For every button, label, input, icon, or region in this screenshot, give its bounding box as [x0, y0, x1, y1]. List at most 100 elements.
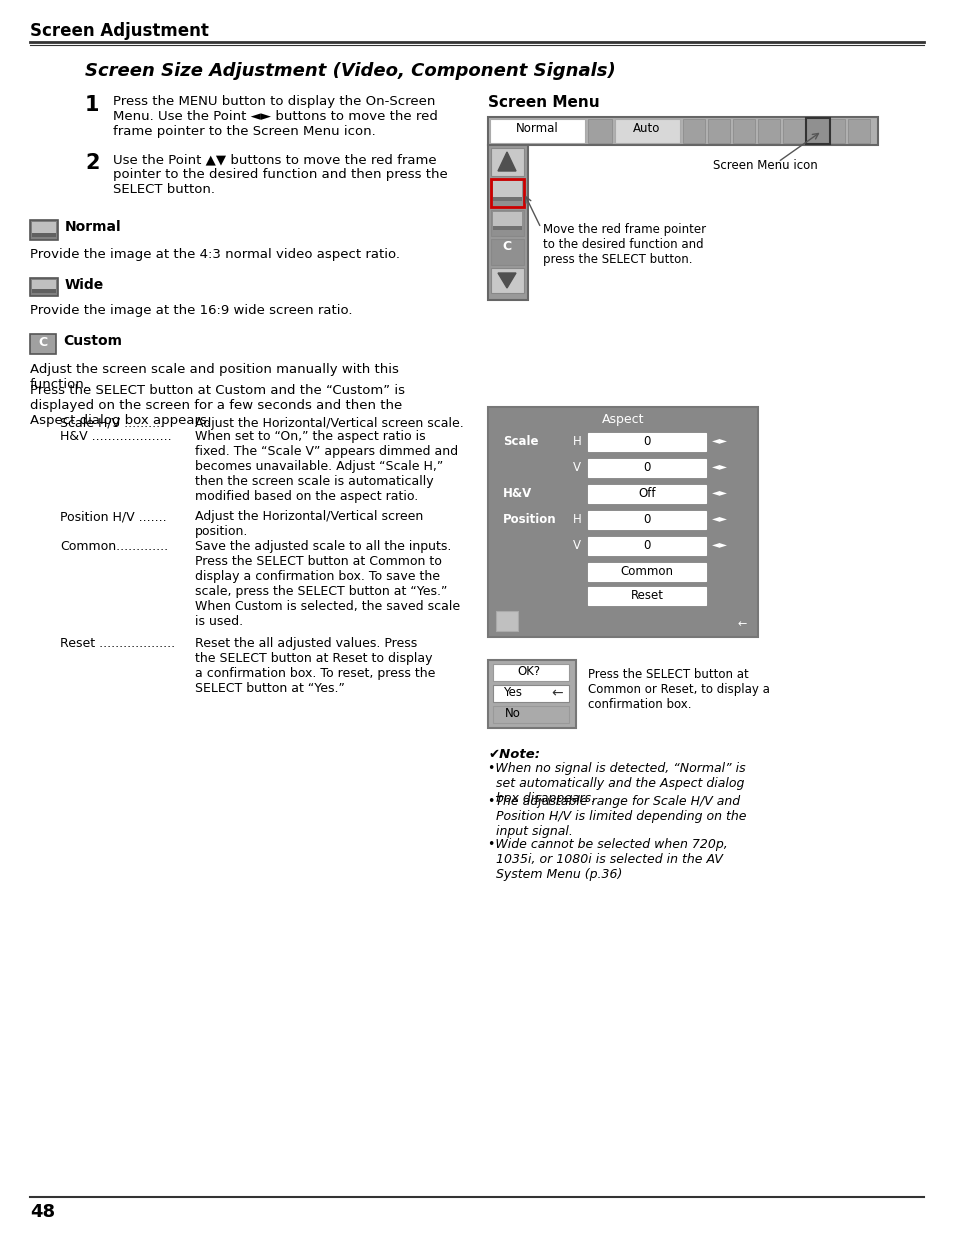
Text: Adjust the screen scale and position manually with this
function.: Adjust the screen scale and position man… [30, 363, 398, 391]
Bar [490, 119, 584, 143]
Bar [488, 408, 758, 637]
Text: ◄►: ◄► [711, 435, 727, 445]
Bar [782, 119, 804, 143]
Text: Off: Off [638, 487, 655, 500]
Bar [32, 289, 56, 293]
Text: 0: 0 [642, 435, 650, 448]
Bar [488, 659, 576, 727]
Text: Provide the image at the 4:3 normal video aspect ratio.: Provide the image at the 4:3 normal vide… [30, 248, 399, 261]
Text: H&V ....................: H&V .................... [60, 430, 172, 443]
Text: Normal: Normal [65, 220, 121, 233]
Text: C: C [38, 336, 48, 350]
Bar [758, 119, 780, 143]
Text: 48: 48 [30, 1203, 55, 1221]
Text: Adjust the Horizontal/Vertical screen scale.: Adjust the Horizontal/Vertical screen sc… [194, 417, 463, 430]
Bar [587, 433, 705, 451]
Text: •Wide cannot be selected when 720p,
  1035i, or 1080i is selected in the AV
  Sy: •Wide cannot be selected when 720p, 1035… [488, 839, 727, 881]
Text: Press the SELECT button at
Common or Reset, to display a
confirmation box.: Press the SELECT button at Common or Res… [587, 668, 769, 711]
Text: Reset: Reset [630, 589, 662, 601]
Text: Position H/V .......: Position H/V ....... [60, 510, 167, 522]
Text: ◄►: ◄► [711, 538, 727, 550]
Bar [493, 226, 521, 230]
Text: 1: 1 [85, 95, 99, 115]
Text: 2: 2 [85, 153, 99, 173]
Bar [587, 563, 705, 580]
Bar [805, 119, 829, 144]
Text: Use the Point ▲▼ buttons to move the red frame
pointer to the desired function a: Use the Point ▲▼ buttons to move the red… [112, 153, 447, 196]
Text: H: H [573, 435, 581, 448]
Polygon shape [497, 152, 516, 170]
Bar [732, 119, 754, 143]
Text: ✔Note:: ✔Note: [488, 748, 539, 761]
Text: Press the MENU button to display the On-Screen
Menu. Use the Point ◄► buttons to: Press the MENU button to display the On-… [112, 95, 437, 138]
Text: Normal: Normal [515, 122, 558, 135]
Text: OK?: OK? [517, 664, 540, 678]
Text: Move the red frame pointer
to the desired function and
press the SELECT button.: Move the red frame pointer to the desire… [542, 224, 705, 266]
Text: Scale: Scale [502, 435, 537, 448]
Text: 0: 0 [642, 538, 650, 552]
Text: Press the SELECT button at Custom and the “Custom” is
displayed on the screen fo: Press the SELECT button at Custom and th… [30, 384, 405, 427]
Text: ◄►: ◄► [711, 487, 727, 496]
Text: Position: Position [502, 513, 556, 526]
Bar [491, 148, 523, 177]
Bar [491, 240, 523, 266]
Bar [587, 119, 612, 143]
Bar [587, 537, 705, 555]
Text: Scale H/V ..........: Scale H/V .......... [60, 417, 164, 430]
Bar [822, 119, 844, 143]
Bar [587, 459, 705, 477]
Text: •When no signal is detected, “Normal” is
  set automatically and the Aspect dial: •When no signal is detected, “Normal” is… [488, 762, 745, 805]
Bar [491, 210, 523, 236]
Bar [488, 117, 877, 144]
Bar [587, 511, 705, 529]
Text: Screen Menu: Screen Menu [488, 95, 599, 110]
Bar [493, 664, 568, 680]
Text: Reset ...................: Reset ................... [60, 637, 175, 650]
Text: H: H [573, 513, 581, 526]
Text: V: V [573, 538, 580, 552]
Text: Aspect: Aspect [601, 412, 643, 426]
Text: Adjust the Horizontal/Vertical screen
position.: Adjust the Horizontal/Vertical screen po… [194, 510, 423, 538]
Bar [496, 611, 517, 631]
Text: H&V: H&V [502, 487, 532, 500]
Text: ◄►: ◄► [711, 461, 727, 471]
Text: Common: Common [619, 564, 673, 578]
Text: Screen Adjustment: Screen Adjustment [30, 22, 209, 40]
Text: ◄►: ◄► [711, 513, 727, 522]
Text: Screen Size Adjustment (Video, Component Signals): Screen Size Adjustment (Video, Component… [85, 62, 615, 80]
Bar [707, 119, 729, 143]
Bar [30, 333, 56, 354]
Bar [847, 119, 869, 143]
Text: When set to “On,” the aspect ratio is
fixed. The “Scale V” appears dimmed and
be: When set to “On,” the aspect ratio is fi… [194, 430, 457, 503]
Bar [587, 587, 705, 605]
Text: ←: ← [738, 619, 746, 629]
Bar [493, 685, 568, 701]
Text: Screen Menu icon: Screen Menu icon [712, 159, 817, 172]
Bar [32, 280, 56, 293]
Bar [493, 182, 521, 201]
Text: ←: ← [551, 685, 562, 700]
Text: Yes: Yes [503, 685, 522, 699]
Text: Auto: Auto [633, 122, 660, 135]
Text: Save the adjusted scale to all the inputs.
Press the SELECT button at Common to
: Save the adjusted scale to all the input… [194, 540, 459, 629]
Bar [491, 268, 523, 293]
Bar [493, 706, 568, 722]
Bar [30, 220, 58, 240]
Bar [615, 119, 679, 143]
Text: Custom: Custom [63, 333, 122, 348]
Bar [32, 222, 56, 237]
Text: No: No [504, 706, 520, 720]
Text: C: C [502, 240, 511, 253]
Text: 0: 0 [642, 513, 650, 526]
Text: Common.............: Common............. [60, 540, 168, 553]
Bar [488, 144, 527, 300]
Text: •The adjustable range for Scale H/V and
  Position H/V is limited depending on t: •The adjustable range for Scale H/V and … [488, 795, 745, 839]
Text: Wide: Wide [65, 278, 104, 291]
Text: 0: 0 [642, 461, 650, 474]
Bar [491, 179, 523, 207]
Bar [493, 198, 521, 201]
Bar [682, 119, 704, 143]
Text: Reset the all adjusted values. Press
the SELECT button at Reset to display
a con: Reset the all adjusted values. Press the… [194, 637, 435, 695]
Bar [30, 278, 58, 296]
Bar [493, 212, 521, 230]
